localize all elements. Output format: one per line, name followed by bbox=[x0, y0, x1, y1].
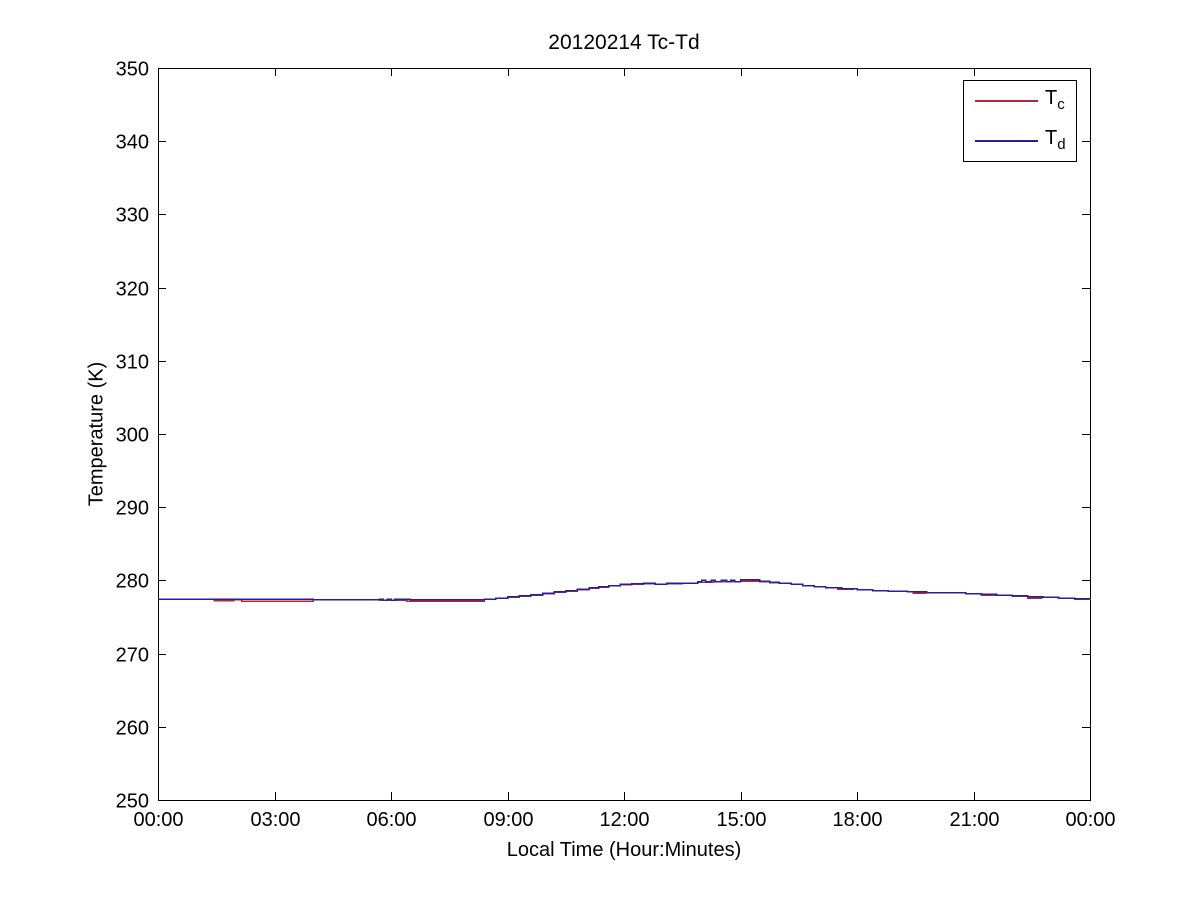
legend-label-tc: Tc bbox=[1045, 88, 1065, 115]
legend-entry-td: Td bbox=[964, 121, 1076, 161]
y-tick-label: 320 bbox=[116, 279, 149, 301]
x-axis-label: Local Time (Hour:Minutes) bbox=[506, 839, 742, 861]
y-tick-label: 350 bbox=[116, 59, 149, 81]
y-tick-label: 250 bbox=[116, 791, 149, 813]
x-tick-label: 09:00 bbox=[483, 809, 533, 831]
y-tick-label: 310 bbox=[116, 352, 149, 374]
y-tick-label: 270 bbox=[116, 645, 149, 667]
legend-label-td-main: T bbox=[1045, 126, 1058, 149]
x-tick-label: 15:00 bbox=[716, 809, 766, 831]
legend-line-tc bbox=[975, 100, 1038, 102]
y-axis-label: Temperature (K) bbox=[85, 361, 108, 507]
y-tick-label: 330 bbox=[116, 205, 149, 227]
y-tick-label: 290 bbox=[116, 498, 149, 520]
x-tick-label: 18:00 bbox=[832, 809, 882, 831]
series-line-td bbox=[158, 578, 1091, 601]
y-tick-label: 340 bbox=[116, 132, 149, 154]
x-tick-label: 06:00 bbox=[366, 809, 416, 831]
y-tick-label: 280 bbox=[116, 571, 149, 593]
legend-label-tc-sub: c bbox=[1057, 95, 1065, 113]
legend-line-td bbox=[975, 140, 1038, 142]
legend-entry-tc: Tc bbox=[964, 81, 1076, 121]
axis-box bbox=[158, 68, 1091, 801]
legend-label-tc-main: T bbox=[1045, 86, 1058, 109]
x-tick-label: 21:00 bbox=[949, 809, 999, 831]
legend-label-td: Td bbox=[1045, 128, 1066, 155]
y-tick-label: 300 bbox=[116, 425, 149, 447]
legend-box: Tc Td bbox=[963, 80, 1077, 162]
x-tick-label: 03:00 bbox=[250, 809, 300, 831]
legend-label-td-sub: d bbox=[1057, 135, 1066, 153]
x-tick-label: 12:00 bbox=[599, 809, 649, 831]
y-tick-label: 260 bbox=[116, 718, 149, 740]
x-tick-label: 00:00 bbox=[133, 809, 183, 831]
chart-title: 20120214 Tc-Td bbox=[548, 31, 700, 54]
x-tick-label: 00:00 bbox=[1065, 809, 1115, 831]
